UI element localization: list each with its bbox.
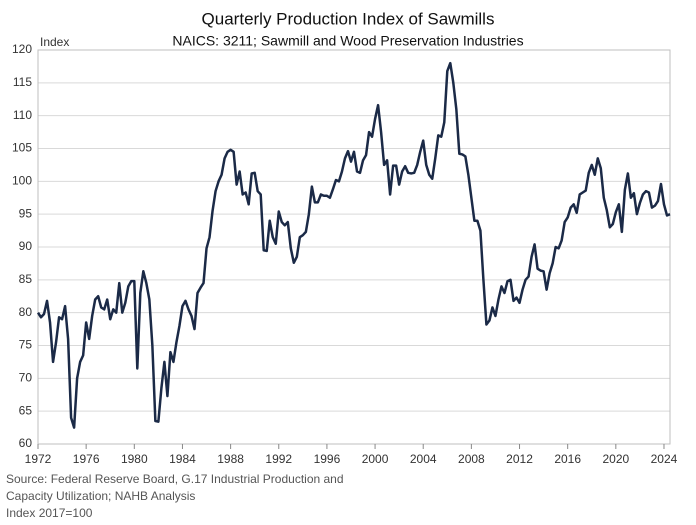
y-tick-label: 60 — [19, 436, 33, 450]
x-tick-label: 1980 — [121, 452, 148, 466]
x-tick-label: 2000 — [362, 452, 389, 466]
x-tick-label: 1972 — [25, 452, 52, 466]
source-note: Source: Federal Reserve Board, G.17 Indu… — [6, 472, 344, 486]
x-tick-label: 1976 — [73, 452, 100, 466]
y-tick-label: 80 — [19, 305, 33, 319]
chart-title: Quarterly Production Index of Sawmills — [202, 9, 495, 28]
x-tick-label: 2012 — [506, 452, 533, 466]
x-tick-label: 2020 — [602, 452, 629, 466]
y-tick-label: 120 — [12, 42, 32, 56]
y-tick-label: 85 — [19, 272, 33, 286]
x-tick-label: 2004 — [410, 452, 437, 466]
y-tick-label: 110 — [13, 108, 32, 122]
y-axis-label: Index — [40, 35, 69, 49]
x-tick-label: 2016 — [554, 452, 581, 466]
x-tick-label: 1996 — [314, 452, 341, 466]
x-tick-label: 1988 — [217, 452, 244, 466]
x-tick-label: 2024 — [651, 452, 678, 466]
source-note: Capacity Utilization; NAHB Analysis — [6, 489, 195, 503]
data-line — [36, 61, 671, 429]
y-tick-label: 70 — [19, 371, 33, 385]
y-tick-label: 75 — [19, 338, 33, 352]
y-tick-label: 115 — [13, 75, 32, 89]
x-tick-label: 2008 — [458, 452, 485, 466]
source-note: Index 2017=100 — [6, 506, 93, 520]
y-tick-label: 105 — [12, 141, 32, 155]
y-tick-label: 65 — [19, 403, 33, 417]
y-tick-label: 95 — [19, 206, 33, 220]
y-tick-label: 100 — [12, 174, 32, 188]
plot-frame — [37, 49, 671, 445]
x-tick-label: 1992 — [265, 452, 292, 466]
x-tick-label: 1984 — [169, 452, 196, 466]
y-tick-label: 90 — [19, 239, 33, 253]
chart-subtitle: NAICS: 3211; Sawmill and Wood Preservati… — [172, 33, 523, 49]
